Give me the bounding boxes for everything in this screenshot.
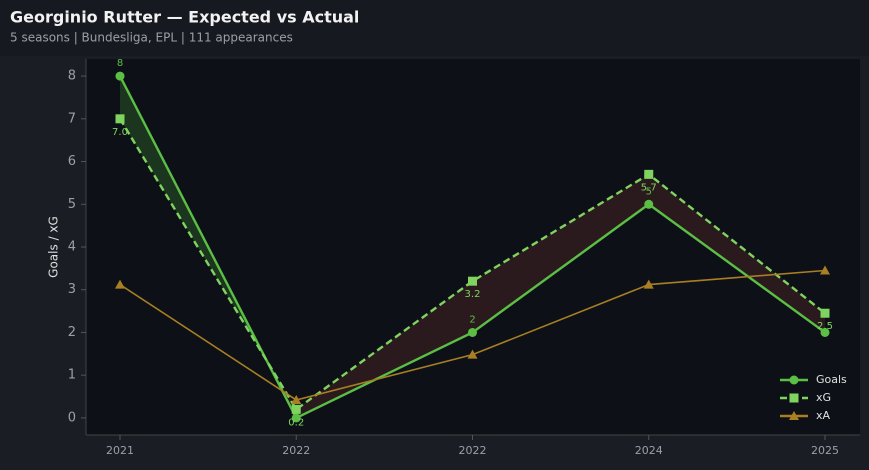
marker bbox=[820, 265, 830, 275]
x-tick-label: 2021 bbox=[106, 444, 134, 457]
y-axis-label: Goals / xG bbox=[47, 216, 61, 278]
legend-marker bbox=[789, 393, 799, 403]
marker bbox=[291, 413, 301, 423]
x-tick-label: 2025 bbox=[811, 444, 839, 457]
header-bg bbox=[0, 0, 869, 56]
value-label: 8 bbox=[117, 58, 123, 69]
x-tick-label: 2022 bbox=[282, 444, 310, 457]
marker bbox=[115, 279, 125, 289]
line-1 bbox=[118, 118, 826, 412]
y-tick-label: 1 bbox=[68, 368, 76, 383]
value-label: 5.7 bbox=[641, 182, 657, 193]
marker bbox=[468, 276, 477, 286]
marker bbox=[467, 349, 478, 359]
value-label: 7.0 bbox=[112, 127, 128, 138]
marker bbox=[291, 404, 301, 414]
marker bbox=[644, 199, 654, 209]
y-tick-label: 2 bbox=[68, 325, 76, 340]
chart-subtitle: 5 seasons | Bundesliga, EPL | 111 appear… bbox=[10, 31, 293, 45]
legend-label: xG bbox=[816, 391, 831, 404]
marker bbox=[115, 71, 125, 81]
marker bbox=[820, 308, 830, 318]
marker bbox=[291, 394, 302, 404]
x-tick-label: 2022 bbox=[459, 444, 487, 457]
marker bbox=[115, 114, 125, 124]
x-tick-label: 2024 bbox=[635, 444, 663, 457]
y-tick-label: 3 bbox=[68, 282, 76, 297]
legend-marker bbox=[789, 375, 799, 385]
marker bbox=[644, 169, 654, 179]
value-label: 3.2 bbox=[465, 289, 481, 300]
y-tick-label: 0 bbox=[68, 410, 76, 425]
value-label: 2.5 bbox=[817, 321, 833, 332]
chart-title: Georginio Rutter — Expected vs Actual bbox=[10, 8, 359, 27]
legend-label: Goals bbox=[816, 373, 847, 386]
marker bbox=[643, 279, 654, 289]
y-tick-label: 7 bbox=[68, 111, 76, 126]
legend-label: xA bbox=[816, 409, 831, 422]
fill-between bbox=[472, 174, 649, 333]
y-tick-label: 5 bbox=[68, 197, 76, 212]
value-label: 2 bbox=[469, 314, 475, 325]
fill-between bbox=[648, 174, 825, 333]
fill-between bbox=[296, 281, 473, 418]
marker bbox=[468, 327, 477, 337]
value-label: 5 bbox=[646, 186, 652, 197]
y-tick-label: 4 bbox=[68, 240, 76, 255]
legend-marker bbox=[789, 411, 799, 420]
marker bbox=[820, 327, 830, 337]
y-tick-label: 6 bbox=[68, 154, 76, 169]
y-tick-label: 8 bbox=[68, 69, 76, 84]
value-label: 0.2 bbox=[288, 417, 304, 428]
